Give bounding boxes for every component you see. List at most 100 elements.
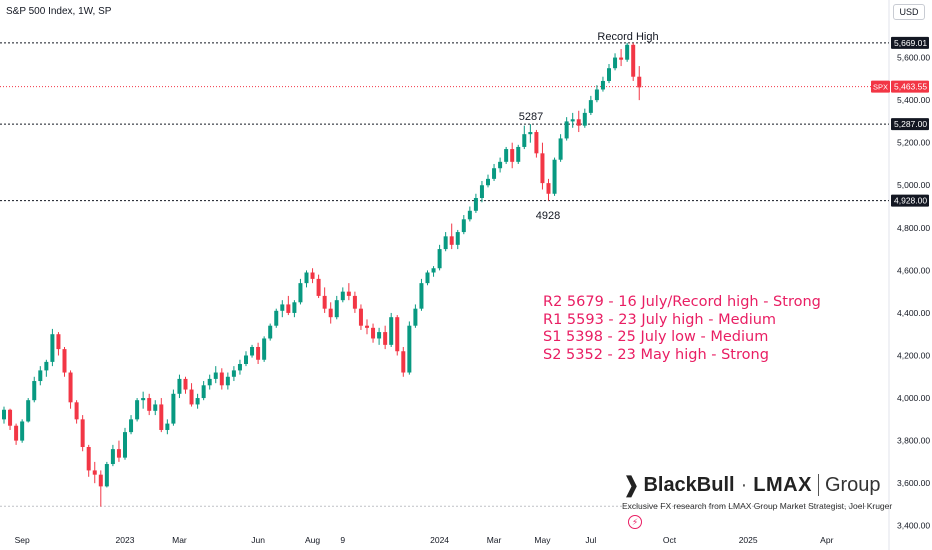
candle-body [540, 153, 545, 184]
candle-body [564, 121, 569, 139]
candle-body [582, 112, 587, 126]
candle-body [461, 219, 466, 233]
y-tick-label: 4,200.00 [897, 350, 930, 360]
x-tick-label: May [534, 535, 551, 545]
candle-body [159, 404, 164, 430]
candle-body [26, 400, 31, 422]
candle-body [244, 355, 248, 365]
candle-body [177, 378, 182, 394]
level-r2: R2 5679 - 16 July/Record high - Strong [543, 294, 821, 310]
candle-body [44, 361, 49, 371]
candle-body [377, 332, 382, 339]
candle-body [195, 398, 200, 405]
candle-body [104, 464, 109, 487]
candle-body [32, 381, 37, 401]
brand-lmax: LMAX [753, 473, 812, 496]
candle-body [594, 89, 599, 101]
y-tick-label: 5,400.00 [897, 95, 930, 105]
candle-body [129, 419, 134, 433]
level-s2: S2 5352 - 23 May high - Strong [543, 346, 769, 363]
bolt-icon[interactable]: ⚡ [628, 515, 642, 529]
brand-divider [817, 474, 819, 496]
candle-body [534, 132, 539, 154]
candle-body [153, 404, 158, 411]
level-5287-label: 5287 [519, 111, 543, 123]
candle-body [62, 349, 67, 373]
candle-body [395, 317, 400, 352]
current-price-badge [891, 80, 929, 93]
candle-body [123, 432, 127, 458]
currency-button[interactable]: USD [893, 4, 925, 20]
x-tick-label: 2024 [430, 535, 449, 545]
candle-body [334, 300, 339, 318]
candle-body [607, 68, 611, 81]
level-badge [891, 118, 929, 131]
brand-name: BlackBull [643, 473, 735, 496]
x-tick-label: Mar [172, 535, 187, 545]
candle-body [98, 474, 103, 487]
brand-tagline: Exclusive FX research from LMAX Group Ma… [622, 501, 893, 511]
y-tick-label: 3,600.00 [897, 478, 930, 488]
current-price-label: 5,463.55 [894, 82, 927, 92]
candle-body [346, 291, 351, 296]
candle-body [419, 283, 424, 309]
candle-body [8, 409, 13, 426]
candle-body [486, 178, 490, 186]
candle-body [219, 372, 224, 386]
x-tick-label: 2023 [116, 535, 135, 545]
y-tick-label: 5,200.00 [897, 138, 930, 148]
candle-body [268, 325, 273, 339]
candle-body [86, 447, 91, 471]
candle-body [492, 168, 497, 179]
candle-body [576, 119, 581, 126]
candle-body [280, 304, 285, 311]
candle-body [570, 119, 575, 122]
candle-body [189, 389, 194, 405]
candle-body [92, 470, 97, 475]
level-badge [891, 36, 929, 49]
candle-body [588, 100, 593, 113]
x-tick-label: Aug [305, 535, 320, 545]
x-tick-label: Jul [585, 535, 596, 545]
y-tick-label: 5,600.00 [897, 53, 930, 63]
candle-body [637, 76, 642, 88]
level-badge-label: 5,287.00 [894, 119, 927, 129]
candle-body [310, 272, 315, 279]
candle-body [552, 159, 557, 194]
candle-body [631, 44, 636, 77]
level-badge-label: 4,928.00 [894, 196, 927, 206]
candle-body [20, 421, 25, 441]
x-tick-label: Mar [487, 535, 502, 545]
y-tick-label: 4,000.00 [897, 393, 930, 403]
candle-body [473, 198, 478, 211]
candle-body [449, 236, 454, 245]
candle-body [352, 295, 357, 309]
x-tick-label: 9 [340, 535, 345, 545]
x-tick-label: Apr [820, 535, 833, 545]
candle-body [528, 132, 533, 135]
candle-body [225, 376, 230, 386]
candle-body [522, 134, 527, 147]
candle-body [147, 398, 152, 411]
x-tick-label: Jun [251, 535, 265, 545]
candle-body [292, 302, 297, 313]
candle-body [401, 351, 406, 373]
candle-body [183, 378, 188, 390]
record-high-label: Record High [597, 31, 658, 43]
y-tick-label: 3,400.00 [897, 521, 930, 531]
candle-body [116, 449, 121, 458]
x-tick-label: 2025 [739, 535, 758, 545]
candle-body [619, 57, 624, 60]
candle-body [110, 449, 115, 465]
candle-body [546, 183, 551, 194]
candle-body [510, 149, 515, 162]
candle-body [600, 80, 605, 90]
candle-body [316, 278, 321, 296]
level-badge-label: 5,669.01 [894, 38, 927, 48]
candle-body [304, 272, 309, 284]
brand-watermark: ❱ BlackBull · LMAX Group Exclusive FX re… [622, 470, 892, 511]
spx-symbol-label: SPX [873, 83, 888, 92]
x-tick-label: Oct [663, 535, 677, 545]
candle-body [479, 185, 484, 199]
